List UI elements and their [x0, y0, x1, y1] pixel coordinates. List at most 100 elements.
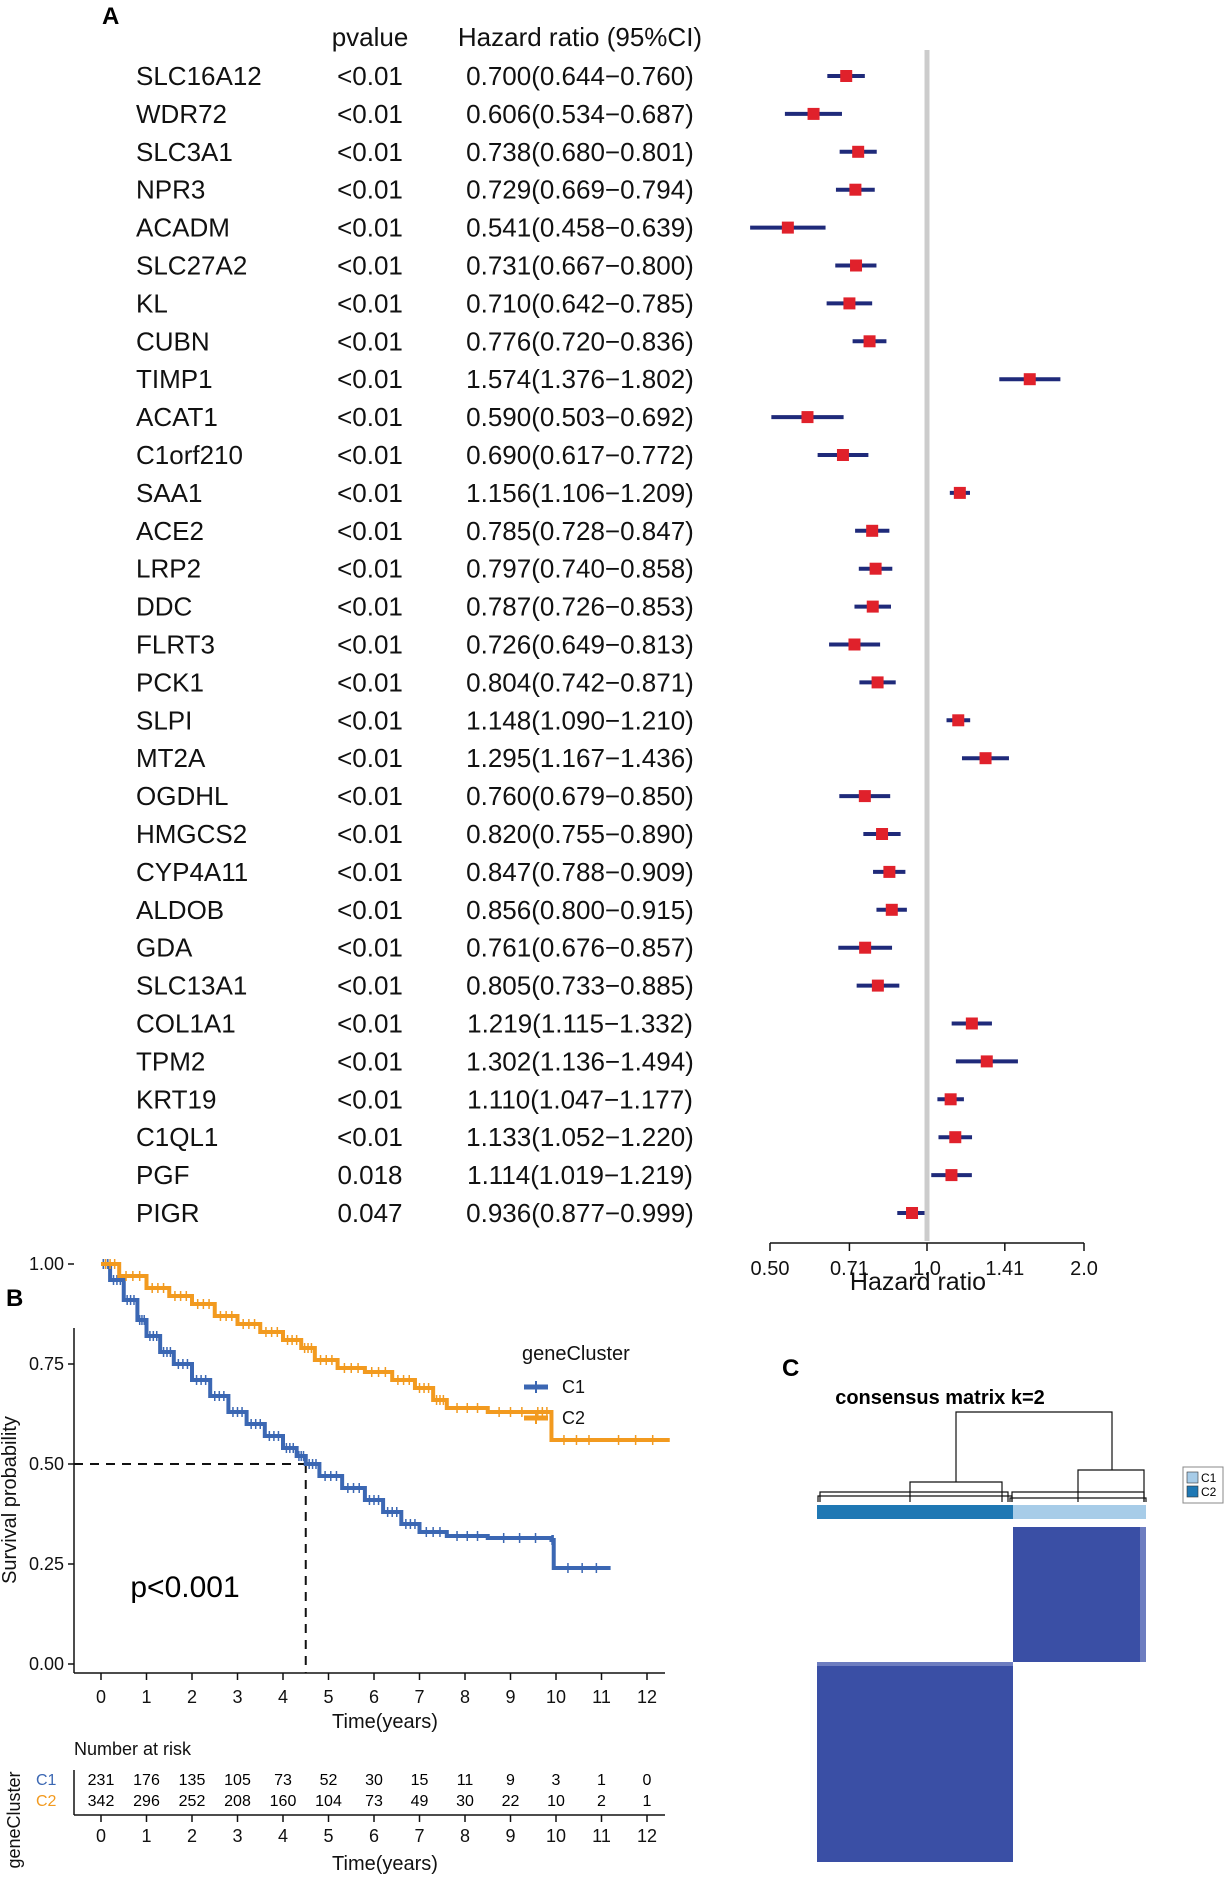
risk-x-tick-label: 0 — [96, 1826, 106, 1846]
pvalue-cell: <0.01 — [337, 213, 403, 243]
hr-point — [980, 1055, 993, 1068]
hr-cell: 0.776(0.720−0.836) — [466, 326, 694, 356]
risk-cell: 252 — [179, 1793, 206, 1810]
hr-cell: 0.726(0.649−0.813) — [466, 630, 694, 660]
risk-cell: 1 — [643, 1793, 652, 1810]
cluster-bar-c2 — [817, 1505, 1013, 1519]
pvalue-cell: <0.01 — [337, 592, 403, 622]
hr-cell: 0.700(0.644−0.760) — [466, 61, 694, 91]
hr-cell: 0.787(0.726−0.853) — [466, 592, 694, 622]
gene-label: TIMP1 — [136, 364, 213, 394]
pvalue-cell: <0.01 — [337, 667, 403, 697]
panel-label-b: B — [6, 1285, 23, 1312]
hr-header: Hazard ratio (95%CI) — [458, 22, 702, 52]
pvalue-cell: <0.01 — [337, 743, 403, 773]
hr-point — [859, 941, 872, 954]
gene-label: C1QL1 — [136, 1122, 218, 1152]
risk-x-tick-label: 3 — [232, 1826, 242, 1846]
gene-label: ACE2 — [136, 516, 204, 546]
hr-cell: 0.804(0.742−0.871) — [466, 667, 694, 697]
panel-label-a: A — [102, 3, 119, 30]
risk-cell: 160 — [270, 1793, 297, 1810]
hr-point — [944, 1093, 957, 1106]
hr-point — [866, 600, 879, 613]
gene-label: SLC27A2 — [136, 251, 247, 281]
risk-x-tick-label: 1 — [141, 1826, 151, 1846]
legend-label-c1: C1 — [562, 1377, 585, 1397]
risk-cell: 9 — [506, 1772, 515, 1789]
pvalue-cell: <0.01 — [337, 554, 403, 584]
gene-label: CYP4A11 — [136, 857, 248, 887]
km-x-tick-label: 7 — [414, 1687, 424, 1707]
heatmap-title: consensus matrix k=2 — [835, 1387, 1045, 1409]
hr-point — [850, 259, 863, 272]
pvalue-cell: <0.01 — [337, 630, 403, 660]
gene-label: SLPI — [136, 705, 192, 735]
pvalue-cell: 0.047 — [337, 1198, 402, 1228]
gene-label: KRT19 — [136, 1084, 216, 1114]
pvalue-cell: <0.01 — [337, 1122, 403, 1152]
risk-cell: 2 — [597, 1793, 606, 1810]
hr-cell: 0.820(0.755−0.890) — [466, 819, 694, 849]
forest-x-tick-label: 2.0 — [1070, 1258, 1098, 1280]
forest-x-tick-label: 0.71 — [830, 1258, 869, 1280]
hr-point — [871, 979, 884, 992]
hr-point — [952, 714, 965, 727]
legend-title: geneCluster — [522, 1343, 630, 1365]
gene-label: PIGR — [136, 1198, 200, 1228]
km-x-tick-label: 10 — [546, 1687, 566, 1707]
gene-label: SLC3A1 — [136, 137, 233, 167]
hr-point — [801, 411, 814, 424]
risk-x-tick-label: 8 — [460, 1826, 470, 1846]
cluster-bar-c1 — [1013, 1505, 1146, 1519]
gene-label: MT2A — [136, 743, 206, 773]
hr-cell: 0.541(0.458−0.639) — [466, 213, 694, 243]
gene-label: ACADM — [136, 213, 230, 243]
pvalue-cell: <0.01 — [337, 61, 403, 91]
matrix-block-c2 — [817, 1662, 1013, 1862]
hr-point — [866, 524, 879, 537]
risk-cell: 342 — [88, 1793, 115, 1810]
p-value-annotation: p<0.001 — [130, 1571, 239, 1604]
pvalue-cell: <0.01 — [337, 440, 403, 470]
km-y-label: Survival probability — [0, 1416, 21, 1584]
hr-point — [807, 107, 820, 120]
gene-label: NPR3 — [136, 175, 205, 205]
hr-cell: 0.761(0.676−0.857) — [466, 933, 694, 963]
km-y-tick-label: 1.00 — [29, 1254, 64, 1274]
dendrogram — [817, 1411, 1147, 1502]
km-x-label: Time(years) — [332, 1711, 438, 1733]
forest-plot: A pvalue Hazard ratio (95%CI) SLC16A12 <0… — [102, 3, 1098, 1296]
km-x-tick-label: 2 — [187, 1687, 197, 1707]
risk-cell: 73 — [274, 1772, 292, 1789]
hr-cell: 0.590(0.503−0.692) — [466, 402, 694, 432]
gene-label: ALDOB — [136, 895, 224, 925]
pvalue-cell: <0.01 — [337, 326, 403, 356]
gene-label: HMGCS2 — [136, 819, 247, 849]
risk-cell: 15 — [411, 1772, 429, 1789]
hr-cell: 1.133(1.052−1.220) — [466, 1122, 694, 1152]
risk-cell: 73 — [365, 1793, 383, 1810]
risk-cell: 296 — [133, 1793, 160, 1810]
hr-point — [885, 903, 898, 916]
hr-cell: 1.302(1.136−1.494) — [466, 1046, 694, 1076]
pvalue-cell: <0.01 — [337, 705, 403, 735]
forest-x-tick-label: 1.41 — [985, 1258, 1024, 1280]
hr-cell: 1.110(1.047−1.177) — [467, 1084, 693, 1114]
matrix-block-c1 — [1013, 1527, 1146, 1662]
gene-label: SLC13A1 — [136, 971, 247, 1001]
km-x-tick-label: 3 — [232, 1687, 242, 1707]
gene-label: DDC — [136, 592, 192, 622]
km-y-tick-label: 0.75 — [29, 1354, 64, 1374]
gene-label: C1orf210 — [136, 440, 243, 470]
risk-x-tick-label: 5 — [323, 1826, 333, 1846]
risk-x-tick-label: 12 — [637, 1826, 657, 1846]
risk-cell: 1 — [597, 1772, 606, 1789]
hr-cell: 1.574(1.376−1.802) — [466, 364, 694, 394]
km-x-tick-label: 11 — [592, 1687, 611, 1707]
km-x-tick-label: 12 — [637, 1687, 657, 1707]
hr-cell: 0.731(0.667−0.800) — [466, 251, 694, 281]
risk-cell: 10 — [547, 1793, 565, 1810]
km-x-tick-label: 6 — [369, 1687, 379, 1707]
pvalue-cell: <0.01 — [337, 895, 403, 925]
